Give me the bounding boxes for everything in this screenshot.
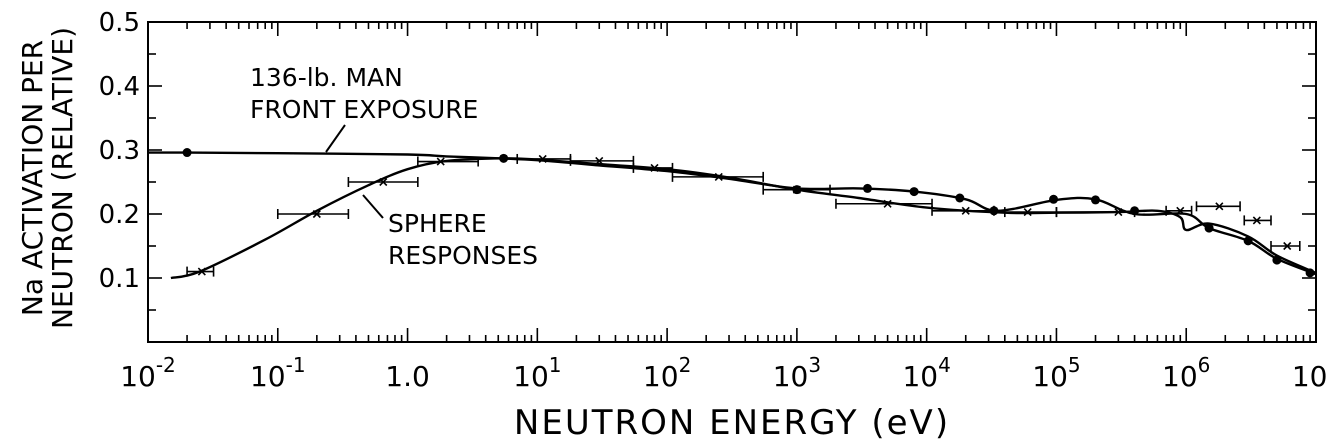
annotation-sphere-line2: RESPONSES bbox=[388, 241, 538, 270]
data-point-errorbar bbox=[835, 198, 933, 209]
y-tick-labels: 0.1 0.2 0.3 0.4 0.5 bbox=[99, 8, 140, 294]
x-marker bbox=[538, 154, 547, 164]
y-axis-title-line2: NEUTRON (RELATIVE) bbox=[46, 27, 79, 329]
data-point-dot bbox=[1305, 268, 1315, 278]
data-point-errorbar bbox=[1055, 207, 1136, 218]
annotation-man-line1: 136-lb. MAN bbox=[250, 63, 403, 92]
x-tick-exponent: 2 bbox=[679, 353, 692, 377]
annotation-sphere-line1: SPHERE bbox=[388, 209, 487, 238]
x-tick-exponent: 3 bbox=[808, 353, 821, 377]
annotation-sphere-pointer bbox=[362, 194, 384, 219]
data-point-dot bbox=[1091, 195, 1101, 205]
x-tick-label: 10-1 bbox=[250, 353, 306, 393]
data-point-errorbar bbox=[632, 162, 674, 173]
data-curves bbox=[147, 151, 1317, 280]
y-tick-label: 0.1 bbox=[99, 264, 140, 294]
x-tick-exponent: 1 bbox=[549, 353, 562, 377]
x-tick-exponent: 4 bbox=[938, 353, 951, 377]
x-marker bbox=[1252, 216, 1261, 225]
x-tick-label: 1.0 bbox=[385, 360, 430, 393]
data-point-dot bbox=[909, 187, 919, 197]
x-marker bbox=[1176, 206, 1185, 215]
data-point-errorbar bbox=[762, 184, 831, 195]
data-point-dot bbox=[955, 193, 965, 203]
series-line-1 bbox=[147, 151, 1317, 276]
data-point-dot bbox=[1272, 255, 1282, 265]
data-point-dot bbox=[1204, 223, 1214, 233]
x-marker bbox=[650, 163, 659, 172]
x-marker bbox=[714, 172, 723, 181]
data-point-dot bbox=[862, 183, 872, 193]
x-tick-label: 102 bbox=[643, 353, 691, 393]
data-markers bbox=[182, 148, 1315, 278]
data-point-errorbar bbox=[569, 155, 635, 166]
x-marker bbox=[1023, 208, 1032, 217]
x-tick-label: 107 bbox=[1292, 353, 1328, 393]
x-axis-title: NEUTRON ENERGY (eV) bbox=[514, 403, 950, 443]
x-tick-label: 103 bbox=[773, 353, 821, 393]
x-marker bbox=[1114, 208, 1123, 217]
x-tick-label: 104 bbox=[902, 353, 950, 393]
data-point-dot bbox=[1049, 194, 1059, 204]
data-point-errorbar bbox=[347, 177, 419, 187]
x-marker bbox=[379, 177, 388, 187]
y-tick-label: 0.2 bbox=[99, 200, 140, 230]
data-point-errorbar bbox=[1270, 241, 1301, 251]
data-point-errorbar bbox=[1165, 205, 1193, 216]
x-tick-label: 105 bbox=[1032, 353, 1080, 393]
x-tick-label: 106 bbox=[1162, 353, 1210, 393]
x-marker bbox=[436, 157, 445, 166]
data-point-errorbar bbox=[417, 156, 479, 167]
data-point-errorbar bbox=[186, 266, 215, 277]
x-marker bbox=[961, 206, 970, 215]
data-point-dot bbox=[1243, 236, 1253, 246]
x-tick-exponent: 5 bbox=[1068, 353, 1081, 377]
x-marker bbox=[312, 209, 321, 219]
data-point-dot bbox=[182, 148, 192, 158]
y-tick-label: 0.4 bbox=[99, 72, 140, 102]
data-point-errorbar bbox=[1195, 201, 1241, 212]
x-tick-labels: 10-2 10-1 1.0 101 102 103 104 105 106 107 bbox=[120, 353, 1328, 393]
data-point-errorbar bbox=[276, 209, 350, 219]
data-point-errorbar bbox=[931, 205, 995, 216]
x-tick-label: 10-2 bbox=[120, 353, 176, 393]
data-point-errorbar bbox=[671, 171, 764, 182]
annotation-man-line2: FRONT EXPOSURE bbox=[250, 95, 478, 124]
x-marker bbox=[197, 267, 206, 276]
x-marker bbox=[883, 199, 892, 208]
y-tick-label: 0.3 bbox=[99, 136, 140, 166]
x-marker bbox=[1215, 202, 1224, 211]
x-tick-label: 101 bbox=[513, 353, 561, 393]
x-tick-exponent: -1 bbox=[286, 353, 306, 377]
x-tick-exponent: -2 bbox=[156, 353, 176, 377]
x-marker bbox=[595, 156, 604, 165]
y-tick-label: 0.5 bbox=[99, 8, 140, 38]
tick-marks bbox=[147, 22, 1316, 342]
x-marker bbox=[792, 185, 801, 194]
annotation-man-pointer bbox=[325, 124, 346, 153]
x-tick-exponent: 6 bbox=[1198, 353, 1211, 377]
data-point-errorbar bbox=[1243, 215, 1272, 226]
y-axis-title-line1: Na ACTIVATION PER bbox=[16, 40, 49, 316]
data-point-dot bbox=[499, 153, 509, 163]
x-marker bbox=[1283, 241, 1292, 251]
